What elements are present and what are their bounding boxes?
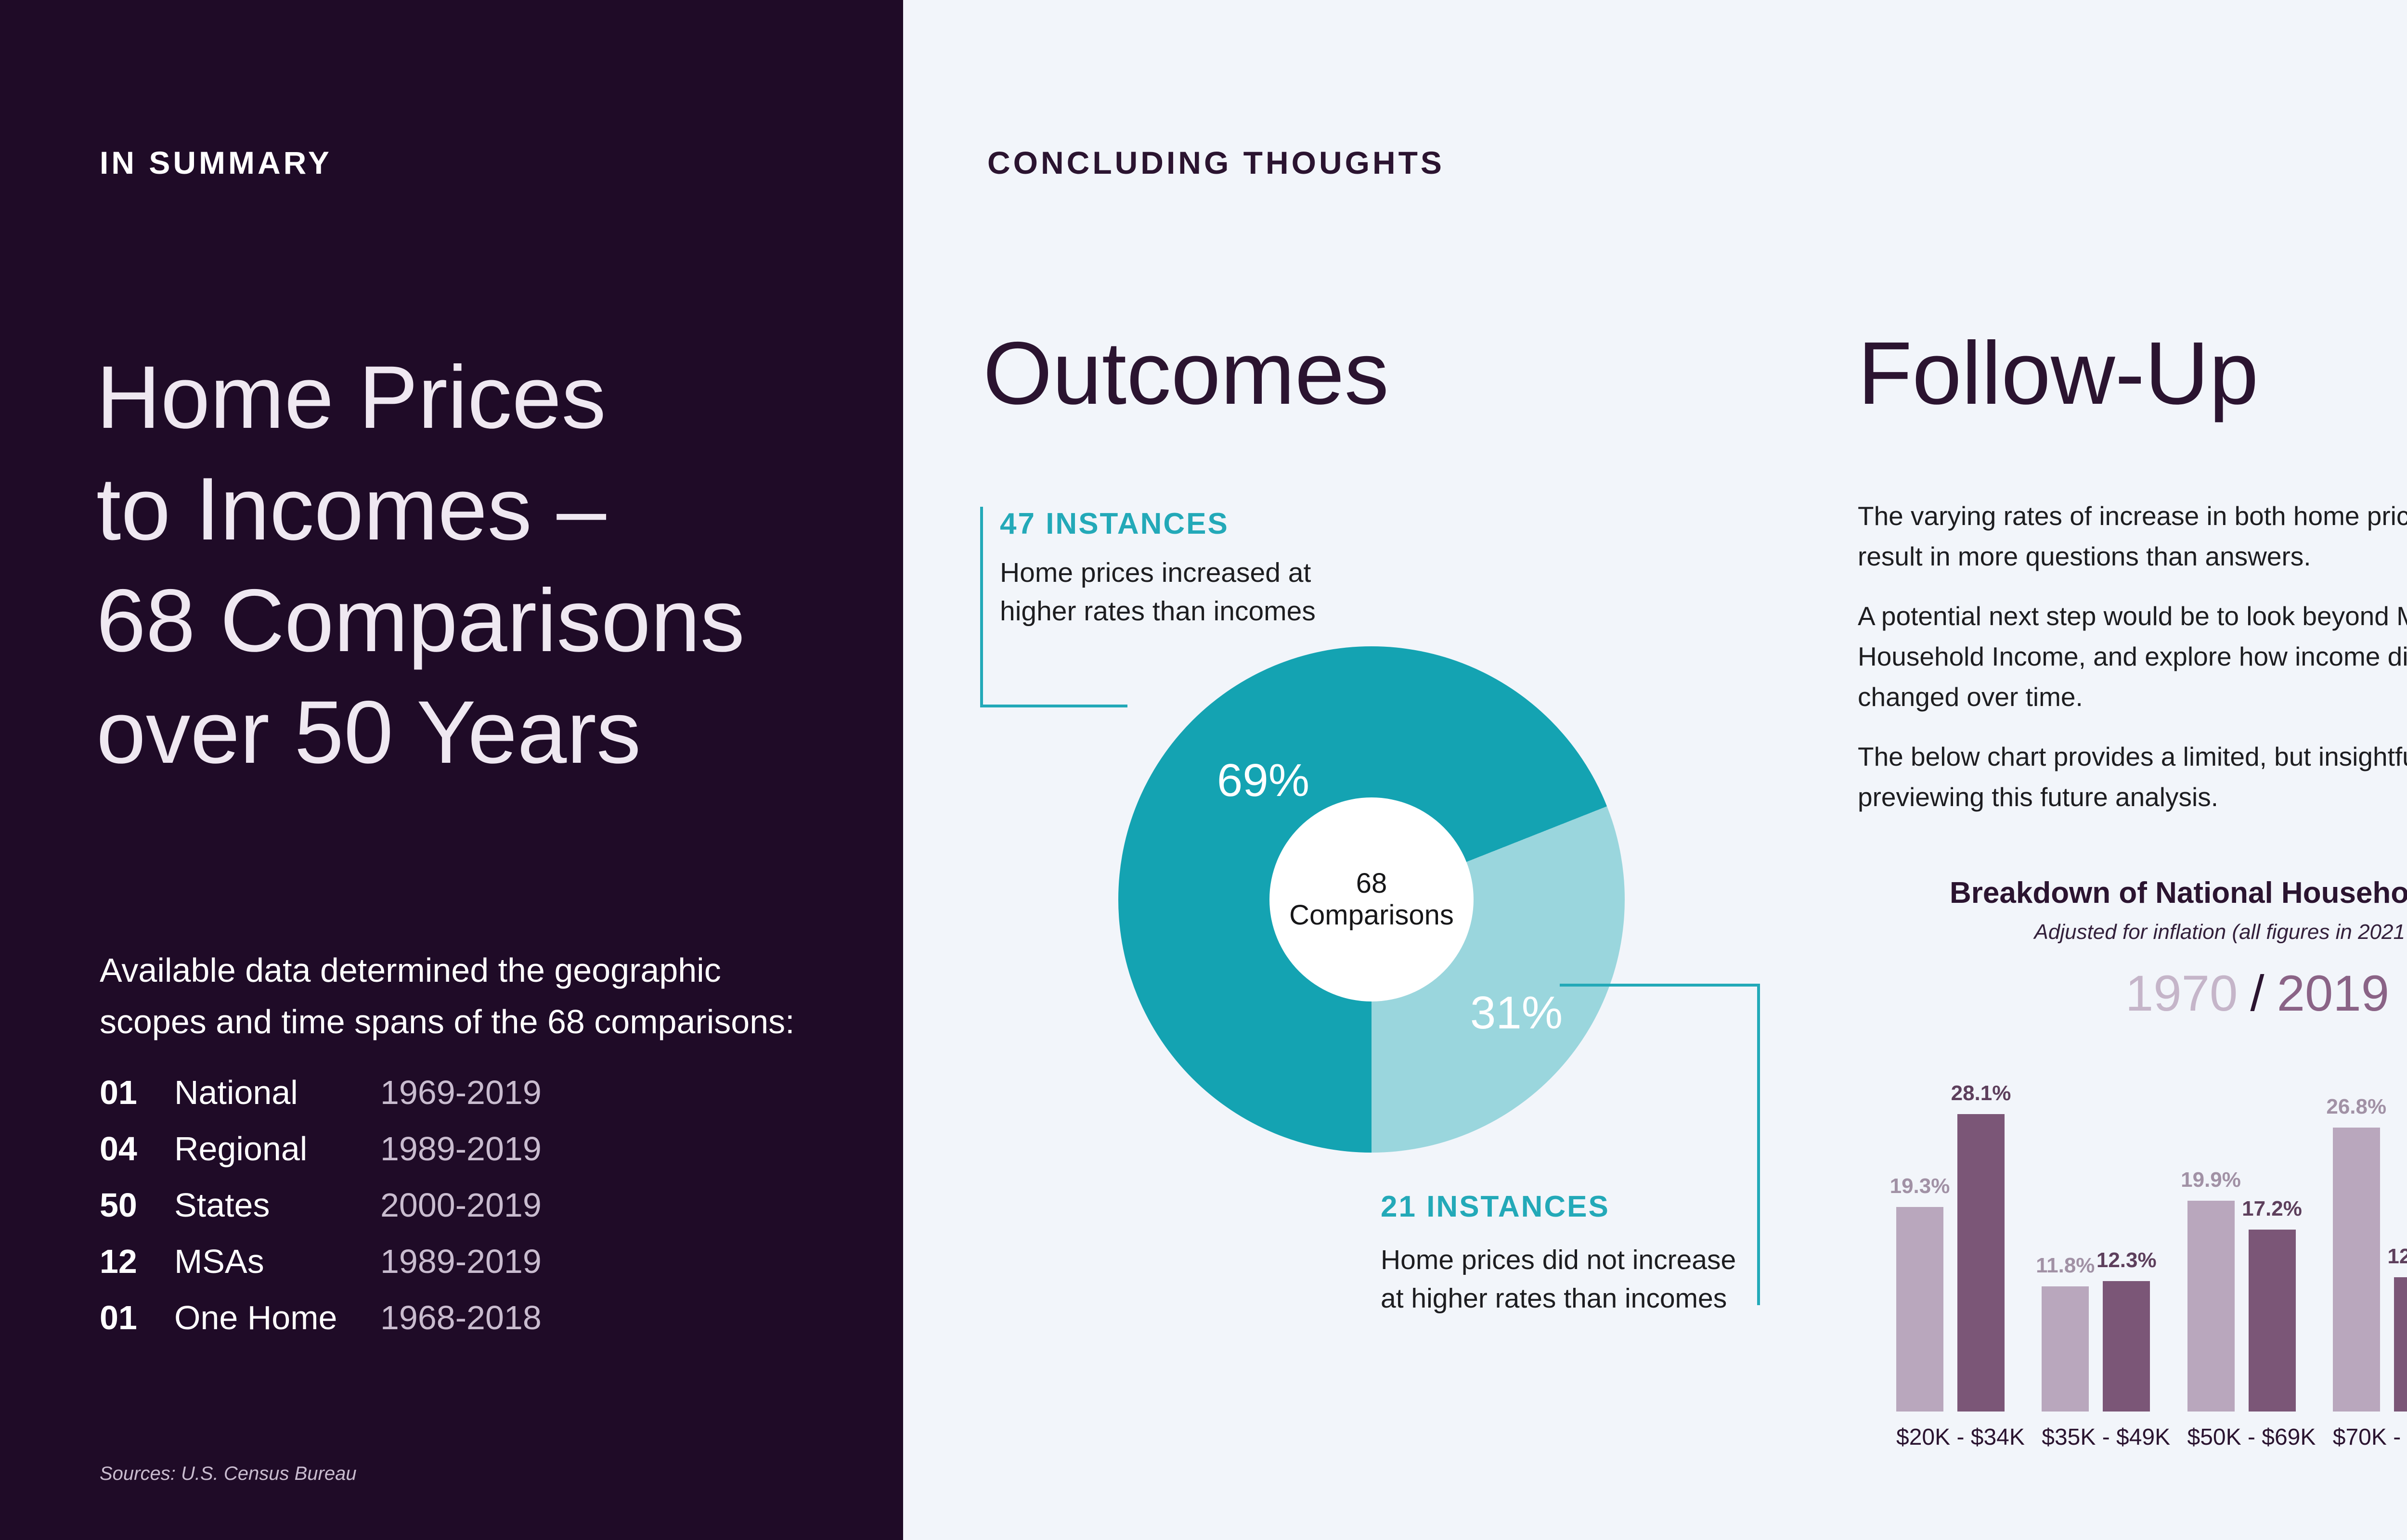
scope-years: 1989-2019: [380, 1130, 542, 1168]
bar-category-label: $70K - $99K: [2332, 1424, 2407, 1450]
bar-group: 26.8% 12.7% $70K - $99K: [2326, 1075, 2407, 1450]
callout-21-heading: 21 INSTANCES: [1381, 1190, 1610, 1223]
donut-slice-label-69: 69%: [1216, 755, 1310, 806]
bar-chart-subtitle: Adjusted for inflation (all figures in 2…: [2034, 920, 2407, 944]
bar-category-label: $50K - $69K: [2187, 1424, 2316, 1450]
household-income-bar-chart: 19.3% 28.1% $20K - $34K 11.8% 12.3% $35K - $4…: [1890, 1075, 2407, 1450]
callout-47-body: Home prices increased at higher rates th…: [1000, 557, 1316, 627]
bar-2019: 12.7%: [2387, 1245, 2407, 1412]
outcomes-donut-chart: 69% 31% 68 Comparisons: [1118, 646, 1625, 1153]
bar-1970: 19.9%: [2181, 1168, 2241, 1412]
scope-row: 04 Regional 1989-2019: [100, 1121, 542, 1177]
summary-intro: Available data determined the geographic…: [100, 951, 795, 1040]
scope-count: 12: [100, 1243, 137, 1280]
followup-paragraph: A potential next step would be to look b…: [1858, 601, 2407, 712]
bar-1970: 19.3%: [1890, 1174, 1950, 1412]
scope-row: 01 National 1969-2019: [100, 1065, 542, 1121]
followup-paragraph: The varying rates of increase in both ho…: [1858, 501, 2407, 571]
bar-category-label: $35K - $49K: [2042, 1424, 2171, 1450]
scope-row: 01 One Home 1968-2018: [100, 1290, 542, 1346]
followup-paragraph: The below chart provides a limited, but …: [1858, 742, 2407, 812]
summary-kicker: IN SUMMARY: [100, 145, 332, 180]
scope-years: 1989-2019: [380, 1243, 542, 1280]
scope-count: 04: [100, 1130, 137, 1168]
bar-value-label: 11.8%: [2036, 1254, 2095, 1278]
scope-count: 01: [100, 1074, 137, 1111]
bar-chart-legend: 1970/2019: [1858, 965, 2407, 1023]
bar-1970: 26.8%: [2326, 1095, 2386, 1412]
scope-list: 01 National 1969-2019 04 Regional 1989-2019 50…: [100, 1065, 542, 1346]
summary-title: Home Prices to Incomes – 68 Comparisons …: [96, 348, 745, 782]
scope-label: States: [174, 1186, 270, 1224]
bar-value-label: 12.3%: [2096, 1248, 2157, 1272]
outcomes-title: Outcomes: [983, 324, 1389, 423]
callout-bottom-connector-horizontal: [1560, 984, 1760, 987]
bar-2019: 28.1%: [1951, 1081, 2011, 1412]
legend-separator: /: [2250, 965, 2265, 1022]
callout-top-connector-horizontal: [980, 705, 1127, 707]
summary-panel: IN SUMMARY Home Prices to Incomes – 68 C…: [0, 0, 903, 1540]
scope-row: 12 MSAs 1989-2019: [100, 1233, 542, 1290]
bar-chart-title: Breakdown of National Household Incomes: [1949, 876, 2407, 910]
legend-entry-2019: 2019: [2277, 965, 2390, 1022]
scope-label: Regional: [174, 1130, 308, 1168]
followup-paragraphs: The varying rates of increase in both ho…: [1858, 496, 2407, 836]
bar-2019: 17.2%: [2242, 1197, 2302, 1412]
bar-value-label: 26.8%: [2326, 1095, 2387, 1119]
scope-row: 50 States 2000-2019: [100, 1177, 542, 1233]
donut-center-label: 68 Comparisons: [1269, 797, 1474, 1001]
bar-value-label: 28.1%: [1951, 1081, 2011, 1105]
callout-bottom-connector-vertical: [1757, 984, 1760, 1305]
bar-group: 19.9% 17.2% $50K - $69K: [2181, 1075, 2316, 1450]
concluding-kicker: CONCLUDING THOUGHTS: [987, 145, 1445, 180]
scope-label: National: [174, 1074, 298, 1111]
followup-title: Follow-Up: [1858, 324, 2259, 423]
bar-value-label: 19.9%: [2181, 1168, 2241, 1192]
bar-2019: 12.3%: [2096, 1248, 2157, 1412]
scope-years: 1968-2018: [380, 1299, 542, 1336]
scope-count: 01: [100, 1299, 137, 1336]
callout-47-heading: 47 INSTANCES: [1000, 507, 1229, 540]
bar-group: 11.8% 12.3% $35K - $49K: [2036, 1075, 2170, 1450]
scope-count: 50: [100, 1186, 137, 1224]
scope-years: 1969-2019: [380, 1074, 542, 1111]
callout-21-body: Home prices did not increase at higher r…: [1381, 1245, 1736, 1314]
donut-slice-label-31: 31%: [1470, 987, 1563, 1039]
scope-years: 2000-2019: [380, 1186, 542, 1224]
bar-1970: 11.8%: [2036, 1254, 2095, 1412]
bar-category-label: $20K - $34K: [1896, 1424, 2025, 1450]
legend-entry-1970: 1970: [2125, 965, 2238, 1022]
bar-value-label: 19.3%: [1889, 1174, 1950, 1198]
scope-label: One Home: [174, 1299, 337, 1336]
bar-value-label: 12.7%: [2387, 1244, 2407, 1268]
bar-group: 19.3% 28.1% $20K - $34K: [1890, 1075, 2025, 1450]
scope-label: MSAs: [174, 1243, 264, 1280]
bar-value-label: 17.2%: [2242, 1196, 2302, 1220]
callout-top-connector-vertical: [980, 507, 983, 707]
sources-note: Sources: U.S. Census Bureau: [100, 1463, 357, 1484]
